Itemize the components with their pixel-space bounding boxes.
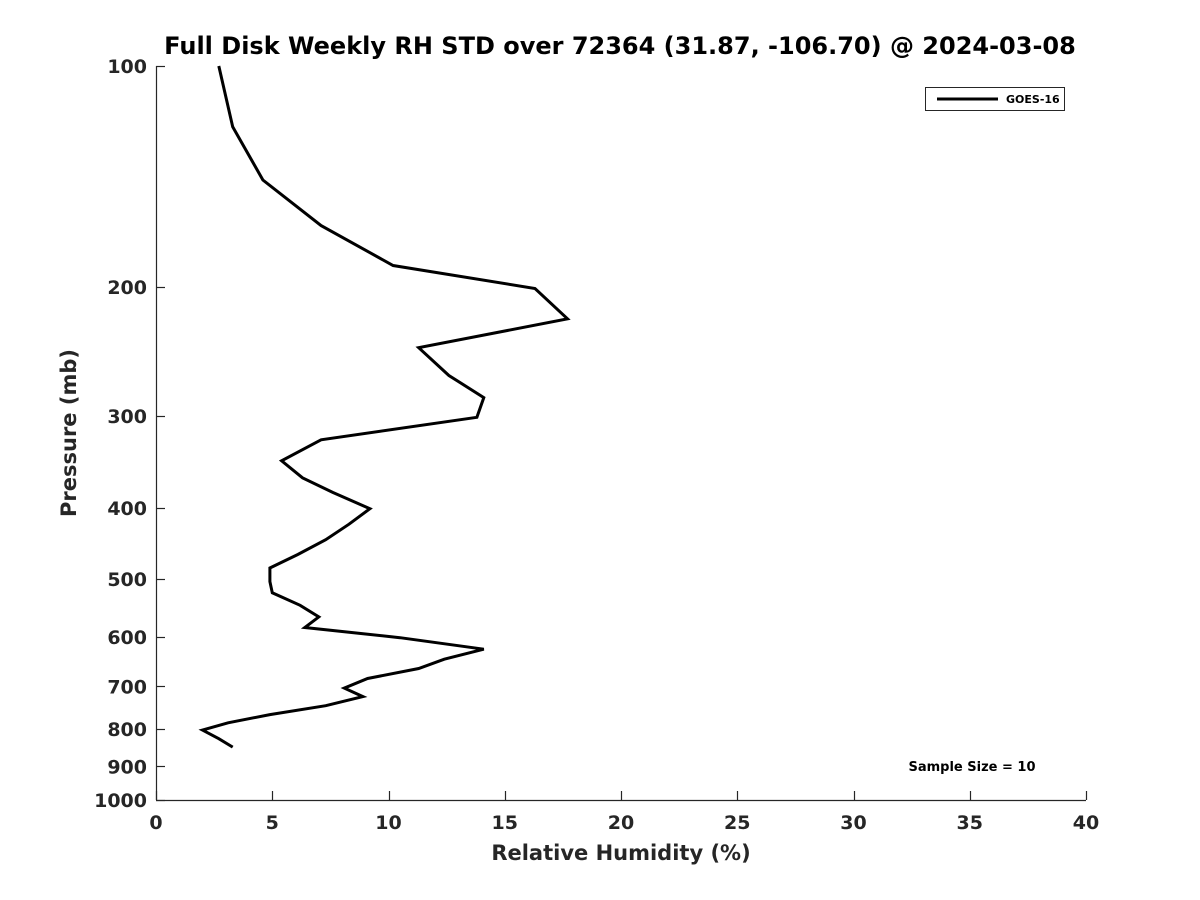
x-tick-label-10: 10 [375, 812, 401, 834]
y-ticks: 100 200 300 400 500 600 700 800 900 1000 [94, 56, 165, 812]
y-tick-label-100: 100 [107, 56, 147, 78]
x-ticks: 0 5 10 15 20 25 30 35 40 [149, 791, 1099, 834]
y-tick-label-400: 400 [107, 498, 147, 520]
x-tick-label-20: 20 [608, 812, 634, 834]
y-tick-label-1000: 1000 [94, 790, 147, 812]
x-tick-label-30: 30 [840, 812, 866, 834]
y-tick-label-900: 900 [107, 756, 147, 778]
y-tick-label-500: 500 [107, 569, 147, 591]
y-tick-label-700: 700 [107, 676, 147, 698]
y-axis-label: Pressure (mb) [57, 349, 81, 517]
x-tick-label-25: 25 [724, 812, 750, 834]
y-tick-label-300: 300 [107, 406, 147, 428]
x-tick-label-35: 35 [957, 812, 983, 834]
x-tick-label-15: 15 [492, 812, 518, 834]
series-layer [198, 65, 571, 749]
series-line-goes-16 [198, 65, 571, 749]
legend: GOES-16 [925, 87, 1065, 111]
y-tick-label-200: 200 [107, 277, 147, 299]
y-tick-label-600: 600 [107, 627, 147, 649]
sample-size-annotation: Sample Size = 10 [908, 760, 1035, 775]
x-tick-label-5: 5 [266, 812, 279, 834]
chart-title: Full Disk Weekly RH STD over 72364 (31.8… [164, 32, 1076, 60]
legend-label-goes-16: GOES-16 [1006, 93, 1060, 106]
x-tick-label-40: 40 [1073, 812, 1099, 834]
y-tick-label-800: 800 [107, 719, 147, 741]
plot-frame [155, 66, 1086, 802]
x-tick-label-0: 0 [149, 812, 162, 834]
x-axis-label: Relative Humidity (%) [491, 841, 750, 865]
